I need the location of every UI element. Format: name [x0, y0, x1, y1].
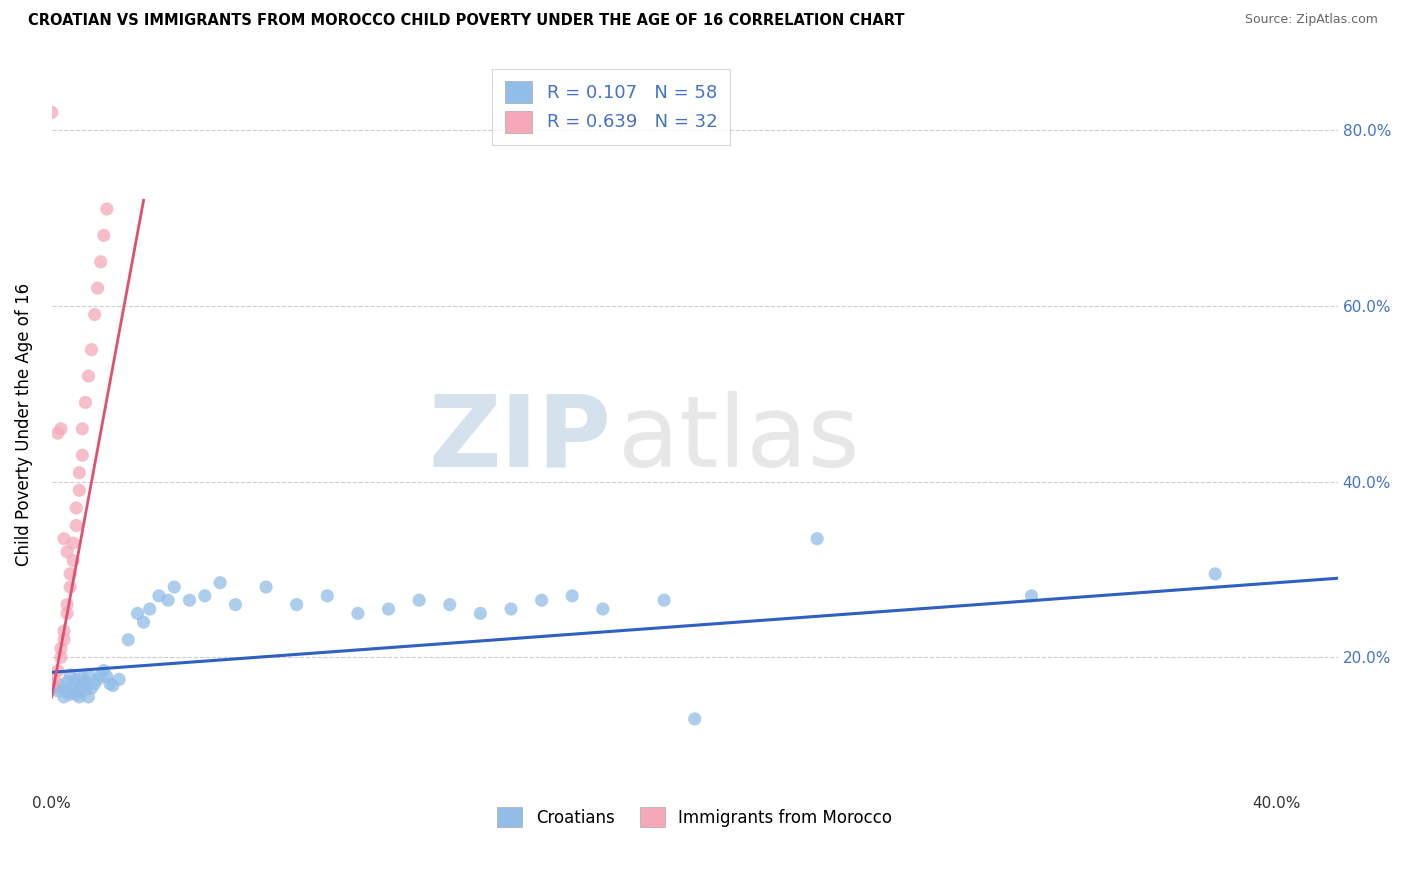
- Point: [77, 690, 100, 704]
- Point: [530, 593, 553, 607]
- Point: [683, 712, 706, 726]
- Point: [72, 448, 94, 462]
- Point: [46, 683, 69, 698]
- Point: [62, 536, 84, 550]
- Point: [347, 607, 370, 621]
- Point: [108, 673, 131, 687]
- Point: [67, 466, 90, 480]
- Point: [132, 615, 155, 630]
- Point: [90, 254, 112, 268]
- Legend: Croatians, Immigrants from Morocco: Croatians, Immigrants from Morocco: [489, 798, 900, 836]
- Point: [1204, 566, 1226, 581]
- Point: [98, 677, 121, 691]
- Point: [163, 580, 186, 594]
- Point: [56, 598, 79, 612]
- Point: [59, 580, 82, 594]
- Point: [806, 532, 828, 546]
- Point: [41, 677, 63, 691]
- Point: [77, 369, 100, 384]
- Point: [209, 575, 232, 590]
- Point: [59, 566, 82, 581]
- Point: [138, 602, 160, 616]
- Point: [49, 678, 72, 692]
- Text: ZIP: ZIP: [429, 391, 612, 488]
- Point: [127, 607, 149, 621]
- Point: [41, 105, 63, 120]
- Point: [49, 422, 72, 436]
- Point: [117, 632, 139, 647]
- Point: [46, 664, 69, 678]
- Point: [62, 677, 84, 691]
- Point: [56, 685, 79, 699]
- Point: [148, 589, 170, 603]
- Point: [65, 673, 87, 687]
- Point: [56, 675, 79, 690]
- Point: [83, 677, 105, 691]
- Y-axis label: Child Poverty Under the Age of 16: Child Poverty Under the Age of 16: [15, 283, 32, 566]
- Point: [90, 668, 112, 682]
- Point: [72, 678, 94, 692]
- Point: [285, 598, 308, 612]
- Point: [44, 681, 66, 695]
- Point: [499, 602, 522, 616]
- Point: [561, 589, 583, 603]
- Point: [75, 675, 97, 690]
- Point: [65, 500, 87, 515]
- Point: [83, 308, 105, 322]
- Point: [101, 678, 124, 692]
- Point: [77, 668, 100, 682]
- Text: Source: ZipAtlas.com: Source: ZipAtlas.com: [1244, 13, 1378, 27]
- Point: [254, 580, 277, 594]
- Point: [86, 673, 108, 687]
- Point: [316, 589, 339, 603]
- Point: [80, 681, 103, 695]
- Point: [75, 682, 97, 697]
- Point: [56, 607, 79, 621]
- Point: [157, 593, 180, 607]
- Point: [53, 624, 76, 638]
- Point: [65, 518, 87, 533]
- Text: CROATIAN VS IMMIGRANTS FROM MOROCCO CHILD POVERTY UNDER THE AGE OF 16 CORRELATIO: CROATIAN VS IMMIGRANTS FROM MOROCCO CHIL…: [28, 13, 904, 29]
- Text: atlas: atlas: [617, 391, 859, 488]
- Point: [96, 202, 118, 216]
- Point: [93, 664, 115, 678]
- Point: [592, 602, 614, 616]
- Point: [46, 426, 69, 441]
- Point: [53, 532, 76, 546]
- Point: [56, 545, 79, 559]
- Point: [59, 687, 82, 701]
- Point: [62, 682, 84, 697]
- Point: [86, 281, 108, 295]
- Point: [67, 683, 90, 698]
- Point: [377, 602, 399, 616]
- Point: [80, 343, 103, 357]
- Point: [49, 650, 72, 665]
- Point: [53, 632, 76, 647]
- Point: [67, 483, 90, 498]
- Point: [439, 598, 461, 612]
- Point: [470, 607, 492, 621]
- Point: [72, 422, 94, 436]
- Point: [75, 395, 97, 409]
- Point: [72, 670, 94, 684]
- Point: [49, 641, 72, 656]
- Point: [65, 687, 87, 701]
- Point: [179, 593, 201, 607]
- Point: [67, 690, 90, 704]
- Point: [194, 589, 217, 603]
- Point: [53, 690, 76, 704]
- Point: [44, 673, 66, 687]
- Point: [62, 554, 84, 568]
- Point: [224, 598, 246, 612]
- Point: [408, 593, 430, 607]
- Point: [652, 593, 675, 607]
- Point: [93, 228, 115, 243]
- Point: [96, 670, 118, 684]
- Point: [41, 677, 63, 691]
- Point: [59, 668, 82, 682]
- Point: [1021, 589, 1043, 603]
